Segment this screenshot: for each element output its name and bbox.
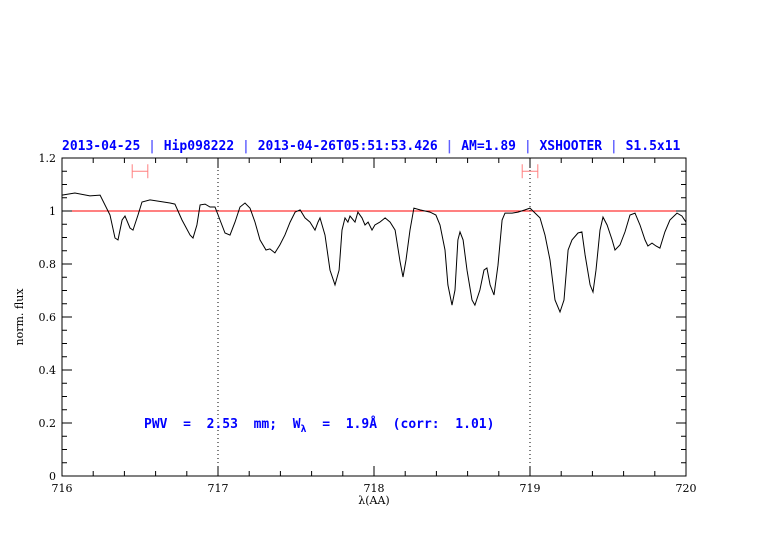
x-tick-label: 717: [208, 482, 229, 495]
y-tick-label: 0: [49, 470, 56, 483]
title-part: XSHOOTER: [539, 139, 602, 154]
annotation-prefix: PWV = 2.53 mm; W: [144, 417, 301, 432]
y-tick-label: 0.6: [39, 311, 57, 324]
title-part: 2013-04-25: [62, 139, 140, 154]
y-tick-label: 1: [49, 205, 56, 218]
plot-frame: [61, 157, 687, 477]
y-tick-label: 0.4: [39, 364, 57, 377]
y-tick-label: 0.2: [39, 417, 57, 430]
annotation-suffix: = 1.9Å (corr: 1.01): [307, 416, 495, 432]
x-axis-label: λ(AA): [358, 494, 389, 507]
title-separator: |: [438, 139, 461, 154]
reference-lines: [62, 158, 686, 476]
x-tick-label: 719: [520, 482, 541, 495]
pwv-annotation: PWV = 2.53 mm; Wλ = 1.9Å (corr: 1.01): [144, 416, 494, 435]
chart-title: 2013-04-25 | Hip098222 | 2013-04-26T05:5…: [62, 139, 681, 154]
title-separator: |: [140, 139, 163, 154]
y-axis-label: norm. flux: [13, 288, 26, 346]
title-part: Hip098222: [164, 139, 234, 154]
spectrum-line: [61, 192, 687, 314]
x-tick-label: 720: [676, 482, 697, 495]
x-tick-label: 716: [52, 482, 73, 495]
title-separator: |: [234, 139, 257, 154]
title-part: 2013-04-26T05:51:53.426: [258, 139, 438, 154]
title-separator: |: [602, 139, 625, 154]
axis-ticks: 716 717 718 719 720 0 0.2 0.4 0.6 0.8 1 1.2: [39, 152, 697, 495]
y-tick-label: 0.8: [39, 258, 57, 271]
x-tick-label: 718: [364, 482, 385, 495]
title-separator: |: [516, 139, 539, 154]
y-tick-label: 1.2: [39, 152, 57, 165]
annotation-subscript: λ: [301, 424, 307, 435]
error-bars: [131, 164, 539, 179]
title-part: S1.5x11: [626, 139, 681, 154]
title-part: AM=1.89: [461, 139, 516, 154]
